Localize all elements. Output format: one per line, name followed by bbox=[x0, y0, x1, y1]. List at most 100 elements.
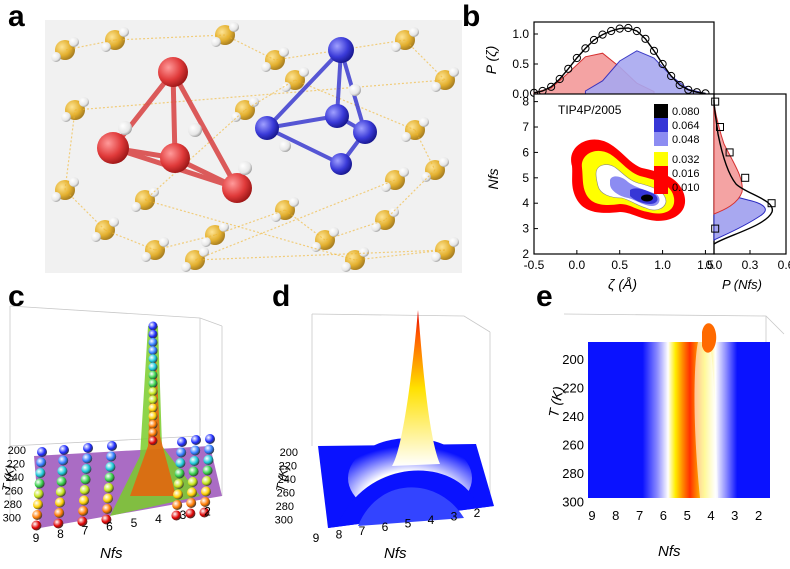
water-hydrogen-atom bbox=[281, 82, 291, 92]
contour-xtick-label: 1.5 bbox=[697, 258, 714, 272]
data-sphere bbox=[79, 495, 89, 506]
data-sphere bbox=[107, 441, 117, 451]
data-sphere bbox=[148, 362, 158, 372]
hydrogen-bond bbox=[64, 189, 106, 231]
hydrogen-bond bbox=[64, 39, 116, 51]
data-sphere bbox=[56, 476, 67, 487]
water-hydrogen-atom bbox=[119, 27, 129, 37]
water-hydrogen-atom bbox=[101, 42, 111, 52]
data-sphere bbox=[205, 434, 215, 444]
contour-xtick-label: 0.0 bbox=[569, 258, 586, 272]
panel-e-label: e bbox=[536, 280, 553, 313]
data-sphere bbox=[103, 483, 114, 493]
contour-ylabel: Nfs bbox=[485, 169, 501, 190]
top-ytick-label: 1.0 bbox=[512, 27, 529, 41]
contour-ytick-label: 5 bbox=[522, 171, 529, 185]
panel-e-ytick-label: 260 bbox=[562, 438, 584, 453]
panel-c-ytick-label: 300 bbox=[3, 513, 21, 525]
hydrogen-bond bbox=[244, 79, 296, 111]
panel-c-figure: 200 220 240 260 280 300 9 8 7 6 5 4 3 2 T (K) Nfs bbox=[0, 296, 262, 564]
data-sphere bbox=[148, 411, 158, 421]
panel-c-ytick-label: 220 bbox=[7, 459, 25, 471]
legend-label: 0.016 bbox=[672, 168, 700, 180]
data-sphere bbox=[58, 455, 69, 466]
top-total-marker bbox=[658, 59, 667, 69]
data-sphere bbox=[80, 474, 91, 485]
data-sphere bbox=[53, 518, 64, 529]
panel-e-ytick-label: 300 bbox=[562, 495, 584, 510]
hydrogen-bond bbox=[404, 39, 446, 81]
data-sphere bbox=[148, 354, 158, 364]
panel-d-ytick-label: 200 bbox=[280, 447, 298, 459]
water-hydrogen-atom bbox=[399, 167, 409, 177]
hydrogen-bond bbox=[284, 209, 326, 241]
hydrogen-bond bbox=[354, 249, 446, 261]
data-sphere bbox=[173, 479, 184, 489]
legend-label: 0.048 bbox=[672, 134, 700, 146]
water-hydrogen-atom bbox=[69, 37, 79, 47]
contour-ytick-label: 7 bbox=[522, 120, 529, 134]
right-xlabel: P (Nfs) bbox=[722, 277, 762, 292]
panel-e-top-peak bbox=[702, 323, 717, 353]
panel-e-figure: 200 220 240 260 280 300 9 8 7 6 5 4 3 2 T (K) Nfs bbox=[534, 300, 790, 564]
data-sphere bbox=[82, 453, 93, 464]
panel-d-ylabel: T (K) bbox=[273, 464, 291, 493]
panel-e-ytick-label: 240 bbox=[562, 409, 584, 424]
data-sphere bbox=[33, 489, 44, 499]
hydrogen-bond bbox=[414, 129, 436, 171]
molecular-snapshot bbox=[45, 20, 462, 273]
water-hydrogen-atom bbox=[449, 67, 459, 77]
water-hydrogen-atom bbox=[391, 42, 401, 52]
contour-xtick-label: 1.0 bbox=[654, 258, 671, 272]
contour-blobs bbox=[571, 139, 686, 221]
water-hydrogen-atom bbox=[389, 207, 399, 217]
water-hydrogen-atom bbox=[289, 197, 299, 207]
data-sphere bbox=[172, 500, 183, 510]
panel-e-ytick-label: 280 bbox=[562, 466, 584, 481]
top-total-marker bbox=[615, 24, 624, 33]
panel-c-label: c bbox=[8, 280, 25, 313]
panel-c-box bbox=[9, 305, 223, 516]
panel-d-ytick-label: 260 bbox=[277, 488, 295, 500]
data-sphere bbox=[83, 443, 93, 453]
data-sphere bbox=[201, 476, 212, 486]
top-total-marker bbox=[598, 30, 607, 39]
water-hydrogen-atom bbox=[279, 47, 289, 57]
right-distribution-plot: 0.0 0.3 0.6 P (Nfs) bbox=[706, 93, 790, 292]
legend-swatch bbox=[654, 118, 668, 132]
panel-e-xtick-label: 6 bbox=[660, 508, 667, 523]
data-sphere bbox=[148, 387, 158, 397]
panel-e-ytick-label: 220 bbox=[562, 381, 584, 396]
water-hydrogen-atom bbox=[409, 27, 419, 37]
panel-e-xtick-label: 7 bbox=[636, 508, 643, 523]
panel-d-label: d bbox=[272, 280, 291, 313]
panel-e-ylabel: T (K) bbox=[545, 385, 566, 418]
contour-plot: TIP4P/2005 0.0800.0640.0480.0320.0160.01… bbox=[485, 93, 715, 292]
hydrogen-bond bbox=[194, 249, 446, 261]
legend-swatch bbox=[654, 180, 668, 194]
data-sphere bbox=[104, 472, 115, 483]
panel-d-figure: 200 220 240 260 280 300 9 8 7 6 5 4 3 2 T (K) Nfs bbox=[268, 296, 518, 564]
data-sphere bbox=[55, 497, 65, 508]
contour-xtick-label: 0.5 bbox=[611, 258, 628, 272]
data-sphere bbox=[199, 507, 210, 518]
water-hydrogen-atom bbox=[359, 247, 369, 257]
top-total-curve bbox=[533, 27, 706, 95]
data-sphere bbox=[187, 477, 198, 487]
panel-c-ytick-label: 280 bbox=[4, 499, 22, 511]
panel-d-xtick-label: 5 bbox=[405, 517, 412, 531]
right-xtick-label: 0.0 bbox=[706, 258, 723, 272]
water-hydrogen-atom bbox=[181, 262, 191, 272]
data-sphere bbox=[54, 508, 65, 518]
legend-label: 0.080 bbox=[672, 106, 700, 118]
panel-d-ytick-label: 300 bbox=[275, 515, 293, 527]
panel-d-xtick-label: 3 bbox=[451, 509, 458, 523]
water-hydrogen-atom bbox=[329, 227, 339, 237]
top-total-marker bbox=[624, 23, 633, 33]
panel-d-xtick-label: 9 bbox=[313, 531, 320, 545]
water-hydrogen-atom bbox=[419, 117, 429, 127]
panel-d-ytick-label: 240 bbox=[278, 474, 296, 486]
panel-c-ytick-label: 260 bbox=[5, 486, 23, 498]
data-sphere bbox=[171, 510, 182, 521]
water-hydrogen-atom bbox=[51, 52, 61, 62]
